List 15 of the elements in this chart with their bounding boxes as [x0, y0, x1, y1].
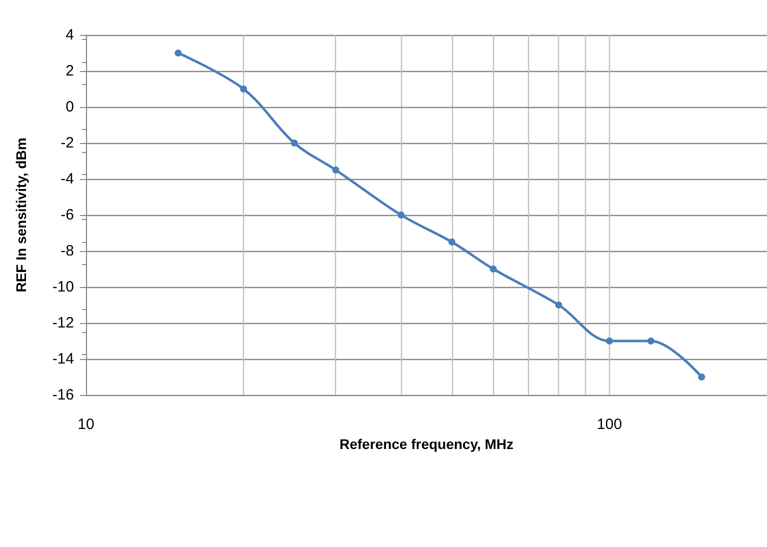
x-tick-label: 100	[596, 416, 622, 433]
y-tick-label: 0	[66, 98, 74, 116]
y-tick-label: -16	[52, 386, 74, 404]
y-tick-label: -12	[52, 314, 74, 332]
y-tick-label: -10	[52, 278, 74, 296]
y-tick-label: 4	[66, 26, 74, 44]
y-tick-label: -4	[60, 170, 74, 188]
x-tick-label: 10	[78, 416, 94, 433]
y-tick-label: -8	[60, 242, 74, 260]
y-tick-label: -2	[60, 134, 74, 152]
x-axis-title: Reference frequency, MHz	[339, 436, 514, 452]
y-axis-title: REF In sensitivity, dBm	[13, 138, 29, 292]
y-tick-label: -14	[52, 350, 74, 368]
y-tick-label: -6	[60, 206, 74, 224]
y-tick-label: 2	[66, 62, 74, 80]
